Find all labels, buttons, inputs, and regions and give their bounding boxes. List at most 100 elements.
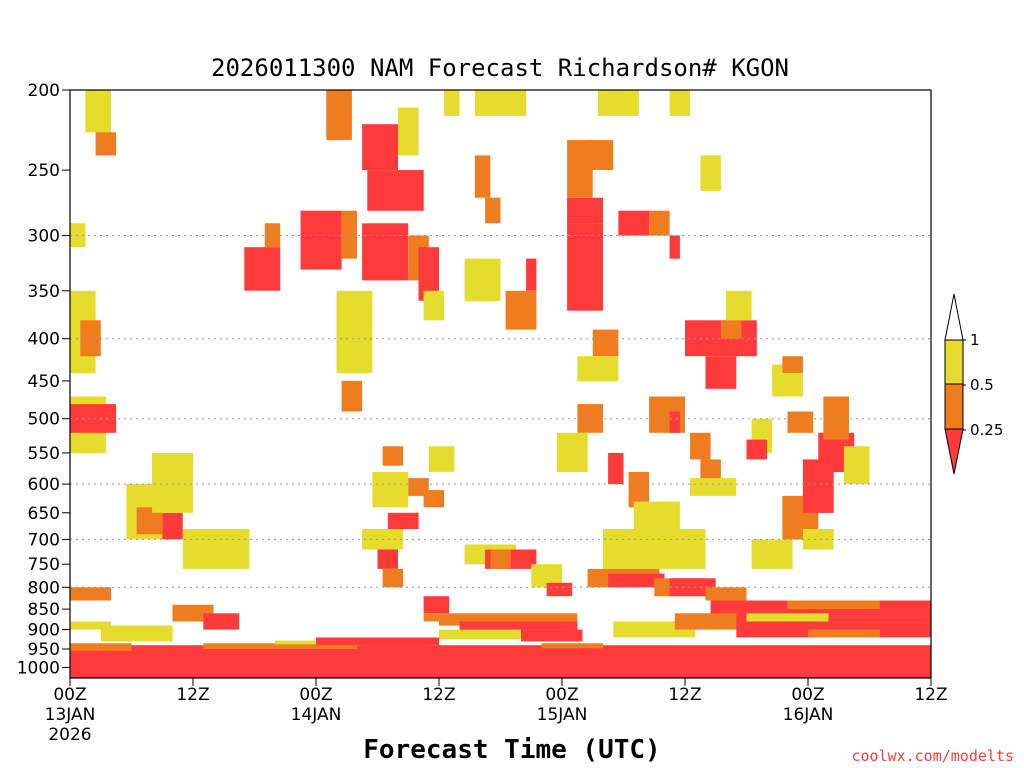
ri-cell-high	[474, 90, 527, 116]
y-tick-label-1000: 1000	[17, 658, 60, 678]
ri-cell-mid	[808, 629, 880, 638]
ri-cell-high	[428, 446, 455, 472]
x-tick-label-36: 12Z	[422, 685, 455, 705]
y-tick-label-900: 900	[28, 621, 60, 641]
x-tick-label-12: 12Z	[176, 685, 209, 705]
chart-title: 2026011300 NAM Forecast Richardson# KGON	[211, 54, 789, 82]
ri-cell-mid	[264, 223, 281, 248]
legend-label-05: 0.5	[970, 376, 994, 394]
ri-cell-low	[423, 596, 450, 614]
ri-cell-mid	[474, 155, 491, 198]
ri-cell-high	[597, 90, 639, 116]
y-tick-label-650: 650	[28, 504, 60, 524]
ri-cell-low	[608, 452, 624, 485]
x-tick-label-84: 12Z	[914, 685, 947, 705]
ri-cell-mid	[649, 210, 670, 236]
legend-box-mid	[944, 383, 964, 430]
y-tick-label-700: 700	[28, 530, 60, 550]
ri-cell-low	[244, 247, 281, 291]
ri-cell-low	[367, 170, 424, 211]
ri-cell-mid	[587, 140, 614, 170]
ri-cell-high	[444, 90, 460, 116]
ri-cell-mid	[690, 432, 711, 460]
ri-cell-mid	[341, 210, 357, 259]
y-tick-label-500: 500	[28, 410, 60, 430]
y-tick-label-400: 400	[28, 330, 60, 350]
ri-cell-mid	[787, 411, 814, 433]
y-tick-label-450: 450	[28, 372, 60, 392]
plot-frame	[69, 89, 932, 679]
y-tick-label-750: 750	[28, 555, 60, 575]
ri-cell-mid	[705, 587, 747, 601]
ri-cell-mid	[674, 613, 747, 630]
ri-cell-mid	[485, 197, 501, 224]
ri-cell-low	[669, 235, 680, 259]
y-tick-label-850: 850	[28, 600, 60, 620]
ri-cell-low	[300, 210, 342, 270]
x-tick-label-72: 00Z	[791, 685, 824, 705]
ri-cell-low	[70, 645, 931, 677]
richardson-cells	[70, 90, 932, 677]
ri-cell-mid	[80, 320, 101, 357]
ri-cell-low	[746, 439, 767, 460]
ri-cell-high	[152, 452, 193, 513]
ri-cell-high	[726, 290, 752, 321]
y-tick-label-200: 200	[28, 81, 60, 101]
ri-cell-low	[521, 629, 583, 642]
y-tick-label-300: 300	[28, 227, 60, 247]
ri-cell-mid	[172, 604, 214, 622]
ri-cell-mid	[720, 320, 742, 339]
ri-cell-high	[746, 613, 829, 622]
ri-cell-high	[556, 432, 588, 472]
y-tick-label-950: 950	[28, 640, 60, 660]
ri-cell-low	[377, 549, 398, 569]
ri-cell-mid	[423, 490, 445, 508]
ri-cell-low	[567, 197, 603, 224]
ri-cell-mid	[505, 290, 537, 330]
ri-cell-high	[802, 529, 834, 550]
ri-cell-high	[439, 629, 568, 640]
ri-cell-high	[603, 529, 706, 569]
ri-cell-mid	[203, 643, 358, 649]
ri-cell-high	[464, 258, 501, 301]
ri-cell-low	[362, 223, 409, 281]
ri-cell-low	[162, 512, 183, 540]
y-tick-label-800: 800	[28, 578, 60, 598]
ri-cell-high	[85, 90, 111, 133]
ri-cell-low	[418, 247, 439, 301]
ri-cell-mid	[70, 587, 111, 601]
ri-cell-low	[362, 124, 398, 171]
legend-label-1: 1	[970, 331, 980, 349]
ri-cell-low	[669, 411, 680, 433]
ri-cell-high	[577, 356, 619, 381]
ri-cell-mid	[382, 568, 404, 588]
legend-label-025: 0.25	[970, 421, 1003, 439]
ri-cell-low	[705, 356, 737, 389]
ri-cell-high	[70, 621, 111, 630]
y-tick-label-350: 350	[28, 282, 60, 302]
ri-cell-low	[736, 617, 932, 638]
legend-extension-high	[944, 293, 964, 341]
ri-cell-high	[531, 564, 563, 588]
credit-link[interactable]: coolwx.com/modelts	[851, 747, 1014, 765]
y-tick-label-550: 550	[28, 444, 60, 464]
x-tick-date-24: 14JAN	[291, 705, 342, 725]
ri-cell-mid	[592, 329, 619, 357]
ri-cell-low	[608, 573, 665, 588]
ri-cell-high	[751, 539, 793, 569]
ri-cell-low	[203, 613, 240, 630]
legend-box-high	[944, 339, 964, 385]
ri-cell-low	[316, 637, 439, 646]
x-tick-year-0: 2026	[48, 725, 91, 745]
y-tick-label-600: 600	[28, 475, 60, 495]
ri-cell-low	[567, 223, 603, 311]
ri-cell-high	[700, 155, 721, 191]
ri-cell-high	[843, 446, 870, 485]
ri-cell-mid	[95, 132, 117, 156]
ri-cell-high	[423, 290, 445, 321]
ri-cell-mid	[70, 643, 132, 651]
ri-cell-mid	[823, 396, 849, 440]
ri-cell-high	[100, 625, 173, 642]
